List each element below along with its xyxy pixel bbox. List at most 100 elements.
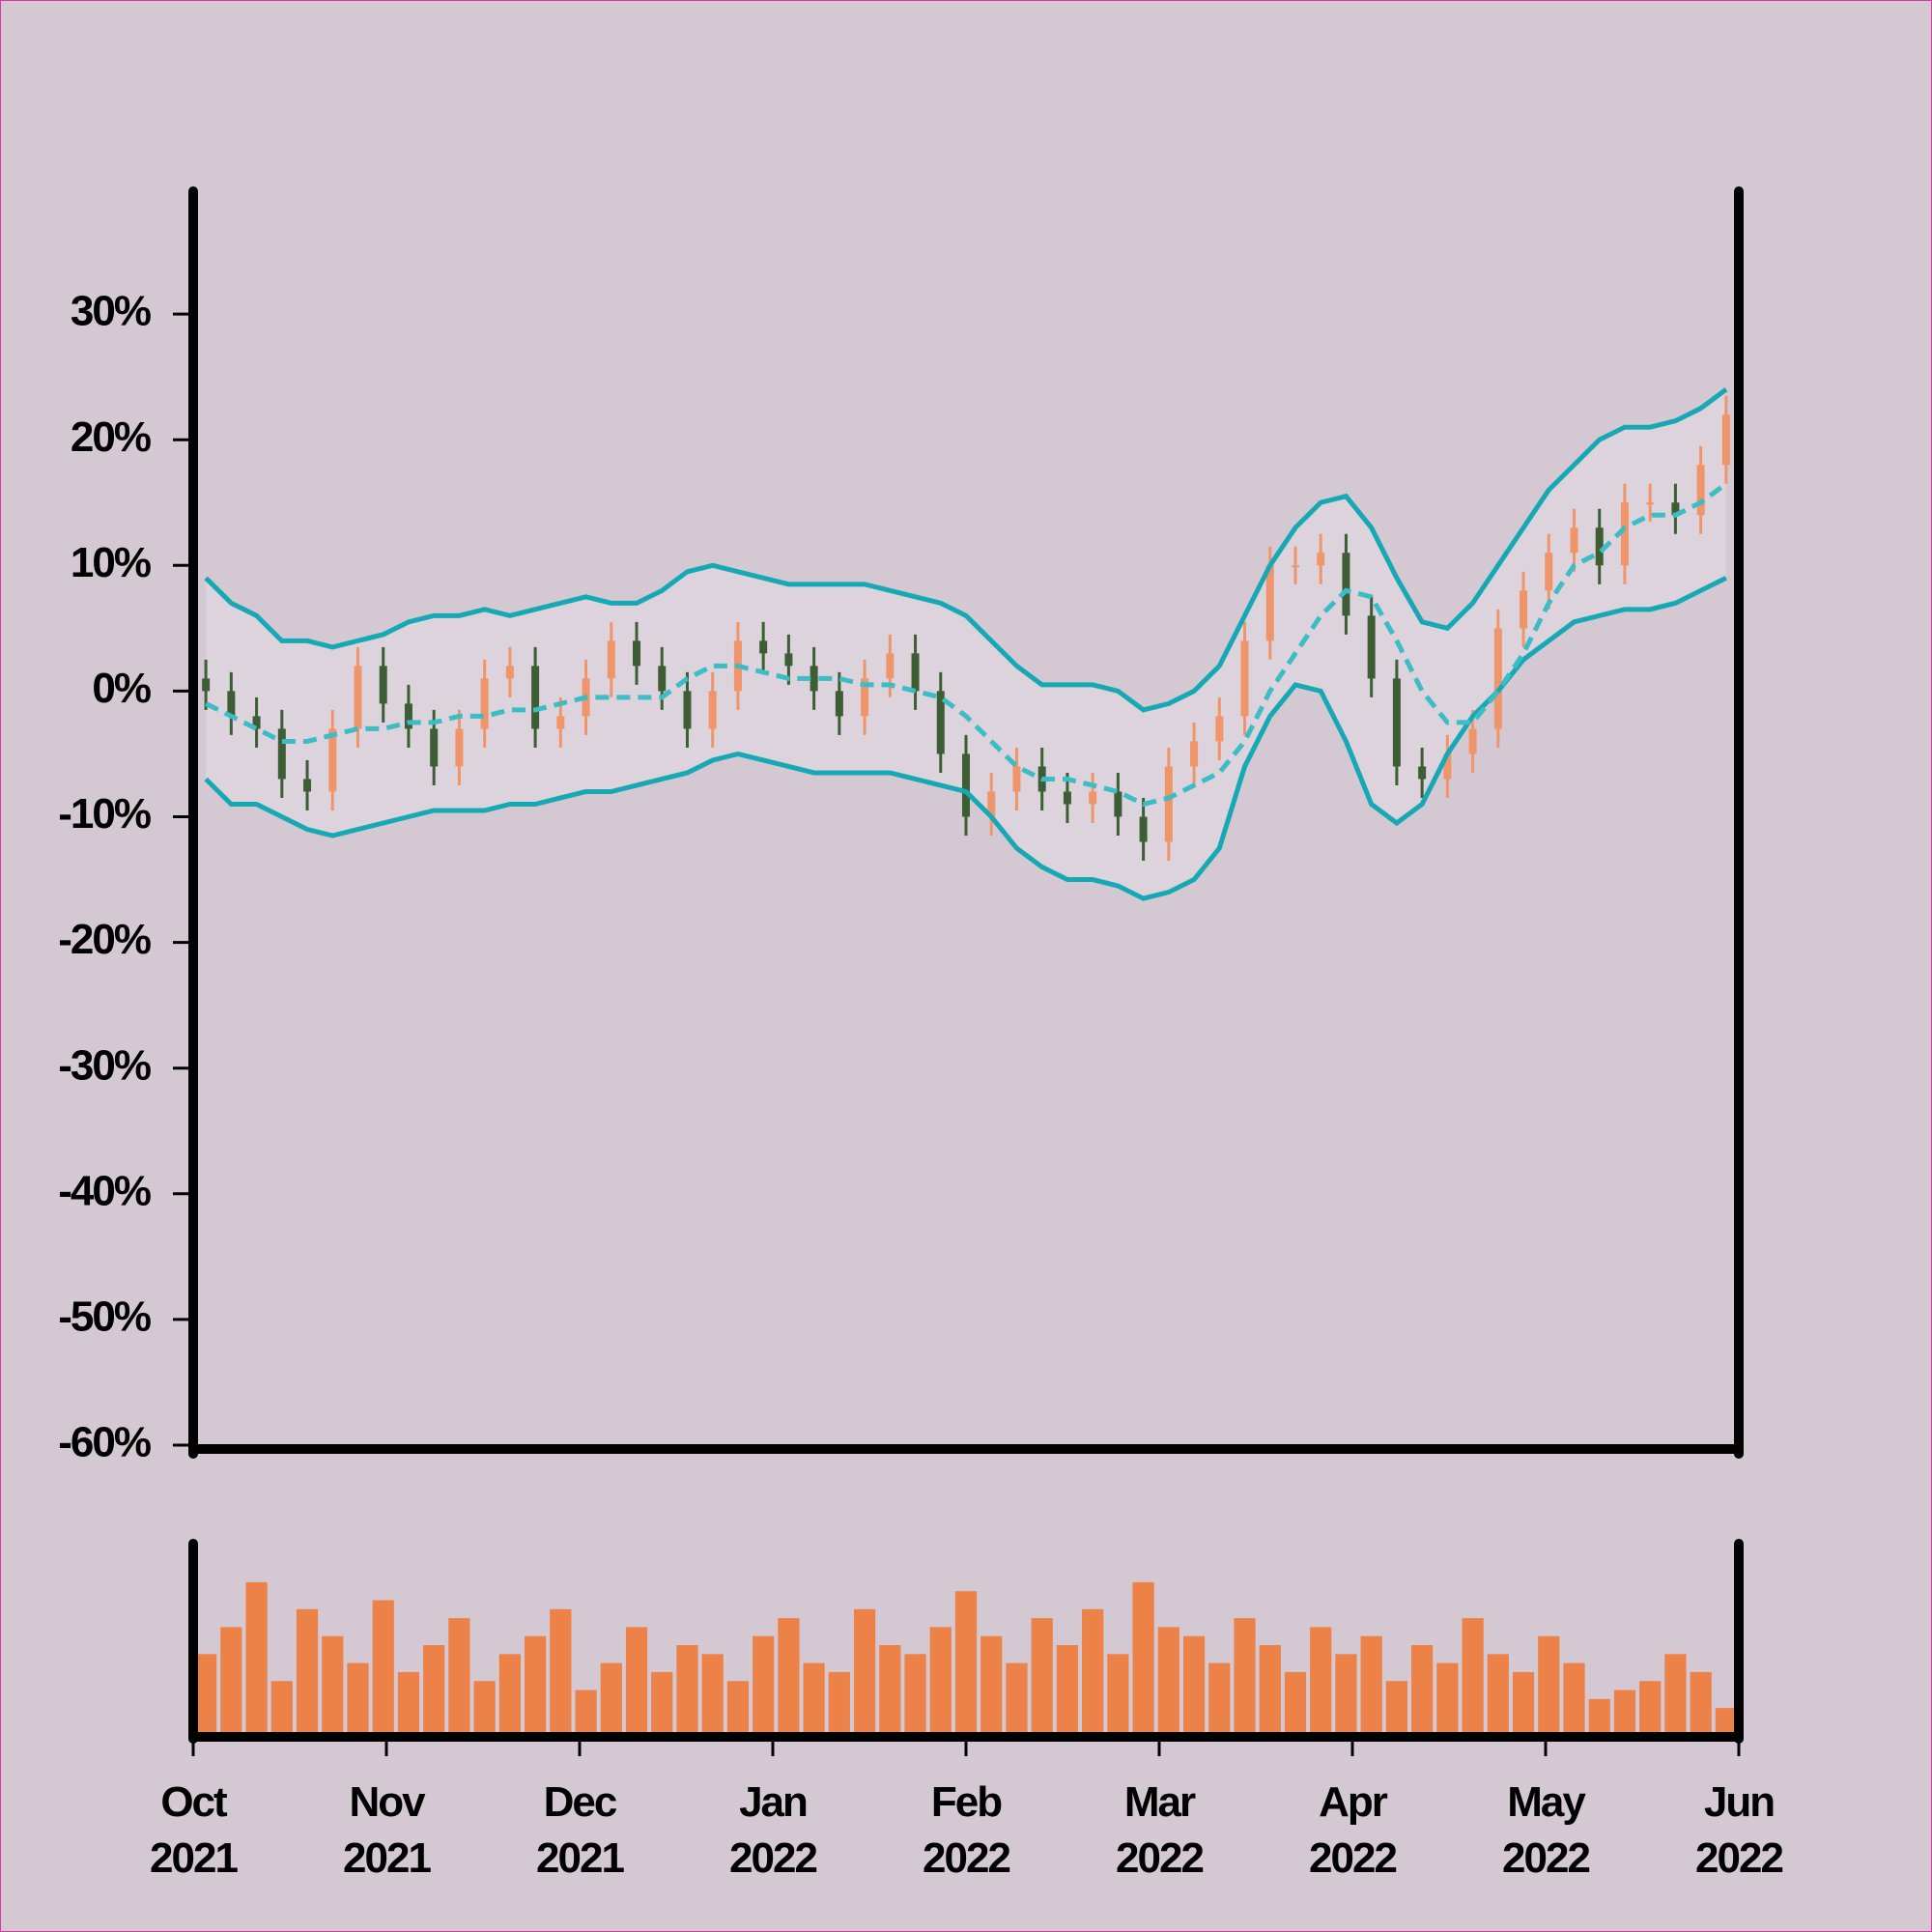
ohlc-body	[1646, 502, 1655, 505]
volume-bar	[1234, 1618, 1256, 1735]
volume-bar	[524, 1635, 547, 1735]
y-tick-label: 20%	[71, 413, 151, 461]
ohlc-body	[658, 666, 667, 692]
volume-bar	[778, 1618, 800, 1735]
ohlc-body	[303, 779, 312, 792]
volume-bar	[1031, 1618, 1053, 1735]
volume-bar	[1613, 1690, 1636, 1735]
volume-bar	[1107, 1654, 1129, 1735]
ohlc-body	[936, 691, 945, 754]
volume-bar	[1462, 1618, 1484, 1735]
volume-bar	[1715, 1708, 1737, 1735]
ohlc-body	[759, 640, 768, 654]
volume-bar	[929, 1627, 952, 1735]
volume-bar	[1082, 1608, 1104, 1735]
y-tick-label: 30%	[71, 288, 151, 335]
x-tick-label: Dec 2021	[536, 1778, 624, 1882]
ohlc-body	[1545, 553, 1553, 591]
ohlc-body	[683, 691, 692, 729]
volume-bar	[676, 1645, 698, 1735]
ohlc-body	[227, 691, 236, 717]
ohlc-body	[1392, 678, 1401, 767]
ohlc-body	[328, 728, 337, 792]
ohlc-body	[1240, 640, 1249, 717]
ohlc-body	[1342, 553, 1350, 616]
volume-bar	[1690, 1671, 1712, 1735]
ohlc-body	[1190, 741, 1199, 767]
ohlc-body	[810, 666, 818, 692]
band-fill	[206, 389, 1726, 899]
volume-bar	[1006, 1662, 1028, 1735]
ohlc-body	[1291, 565, 1299, 568]
ohlc-body	[354, 666, 362, 729]
ohlc-body	[1520, 590, 1528, 629]
ohlc-body	[480, 678, 489, 729]
volume-bar	[803, 1662, 825, 1735]
volume-bar	[726, 1681, 750, 1735]
volume-bar	[1588, 1698, 1610, 1735]
x-tick-label: Nov 2021	[343, 1778, 431, 1882]
ohlc-body	[633, 640, 641, 667]
ohlc-body	[1595, 527, 1604, 566]
volume-bar	[853, 1608, 876, 1735]
volume-bar	[879, 1645, 901, 1735]
ohlc-body	[1063, 791, 1071, 805]
ohlc-body	[962, 753, 970, 817]
volume-bar	[701, 1654, 724, 1735]
ohlc-body	[835, 691, 843, 717]
ohlc-body	[1139, 816, 1148, 842]
ohlc-body	[861, 678, 869, 717]
x-tick-label: Jan 2022	[729, 1778, 816, 1882]
volume-bar	[1411, 1645, 1434, 1735]
ohlc-body	[1367, 615, 1376, 679]
ohlc-body	[1089, 791, 1097, 805]
ohlc-body	[987, 791, 996, 817]
volume-bar	[828, 1671, 850, 1735]
volume-bar	[1310, 1627, 1332, 1735]
volume-bar	[195, 1654, 217, 1735]
ohlc-body	[911, 653, 920, 692]
x-tick-label: Mar 2022	[1116, 1778, 1203, 1882]
y-tick-label: -60%	[58, 1419, 151, 1466]
ohlc-body	[1265, 565, 1274, 641]
volume-bar	[1132, 1581, 1154, 1735]
upper-band	[204, 387, 1728, 713]
volume-bar	[575, 1690, 597, 1735]
y-tick-label: -40%	[58, 1167, 151, 1214]
ohlc-body	[404, 703, 412, 729]
ohlc-body	[556, 716, 565, 729]
volume-bar	[448, 1618, 470, 1735]
y-tick-label: -20%	[58, 916, 151, 963]
volume-bar	[473, 1681, 496, 1735]
volume-bar	[498, 1654, 521, 1735]
volume-bar	[1639, 1681, 1662, 1735]
ohlc-body	[277, 728, 286, 780]
volume-bar	[1182, 1635, 1206, 1735]
x-tick-label: Jun 2022	[1695, 1778, 1782, 1882]
y-tick-label: -10%	[58, 790, 151, 838]
volume-bar	[1259, 1645, 1281, 1735]
ohlc-body	[1468, 728, 1477, 754]
volume-bar	[372, 1600, 394, 1735]
ohlc-body	[1012, 766, 1021, 792]
ohlc-body	[1620, 502, 1629, 566]
volume-bar	[1512, 1671, 1535, 1735]
ohlc-body	[607, 640, 615, 679]
x-tick-label: Apr 2022	[1309, 1778, 1396, 1882]
ohlc-body	[1317, 553, 1325, 566]
volume-bar	[651, 1671, 673, 1735]
volume-bar	[550, 1608, 572, 1735]
volume-bar	[1157, 1627, 1179, 1735]
volume-bar	[954, 1591, 978, 1735]
ohlc-body	[430, 728, 439, 767]
ohlc-body	[505, 666, 514, 679]
volume-bar	[1538, 1635, 1560, 1735]
volume-bar	[322, 1635, 344, 1735]
ohlc-body	[1570, 527, 1578, 554]
volume-bar	[296, 1608, 319, 1735]
volume-bar	[600, 1662, 622, 1735]
lower-band	[204, 576, 1728, 901]
ohlc-body	[1114, 791, 1122, 817]
x-tick-label: May 2022	[1502, 1778, 1589, 1882]
volume-bar	[423, 1645, 445, 1735]
